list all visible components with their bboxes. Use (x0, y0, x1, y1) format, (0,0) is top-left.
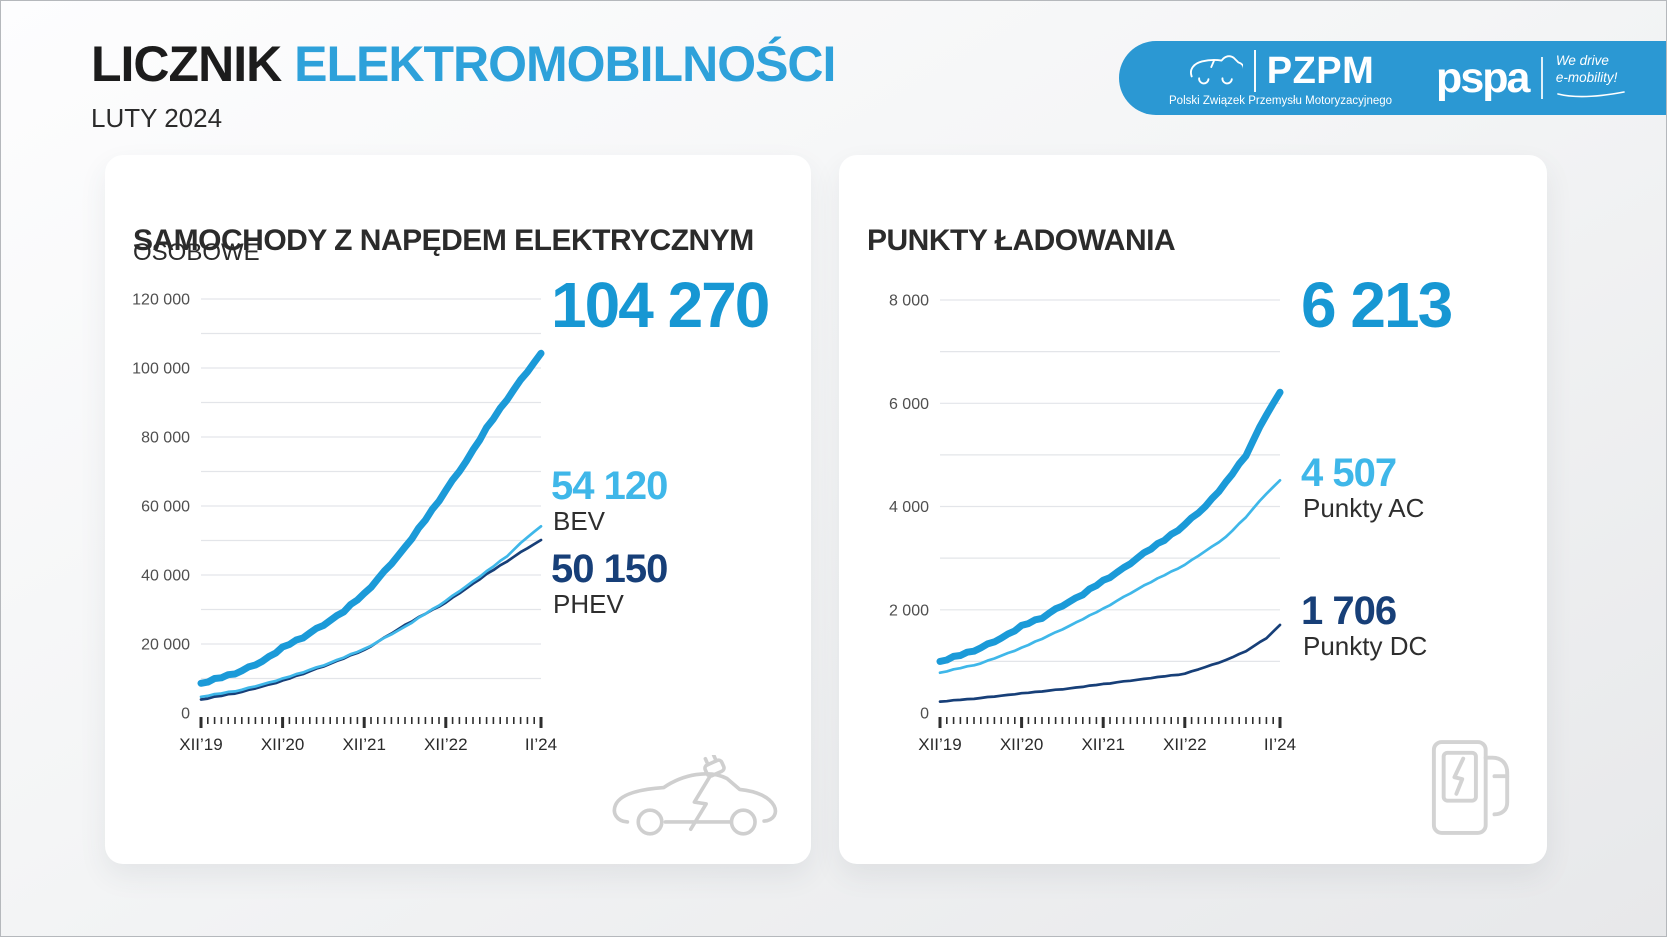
svg-text:0: 0 (920, 706, 929, 723)
pzpm-divider (1253, 49, 1256, 92)
ac-points-value: 4 507 (1301, 451, 1397, 495)
svg-text:XII’20: XII’20 (261, 735, 304, 754)
card-title-charging-points: PUNKTY ŁADOWANIA (867, 223, 1176, 257)
pspa-tagline: We drive e-mobility! (1556, 53, 1626, 104)
page-title: LICZNIK ELEKTROMOBILNOŚCI (91, 36, 836, 92)
bev-value: 54 120 (551, 464, 668, 508)
svg-text:100 000: 100 000 (132, 361, 190, 378)
card-subtitle-ev-cars: OSOBOWE (133, 239, 260, 266)
page-header: LICZNIK ELEKTROMOBILNOŚCI LUTY 2024 (91, 36, 836, 134)
dc-points-label: Punkty DC (1303, 631, 1428, 661)
phev-value: 50 150 (551, 547, 668, 591)
ev-total-value: 104 270 (551, 269, 770, 341)
svg-text:40 000: 40 000 (141, 568, 190, 585)
pspa-name: pspa (1436, 53, 1530, 102)
svg-text:120 000: 120 000 (132, 292, 190, 309)
card-title-ev-cars: SAMOCHODY Z NAPĘDEM ELEKTRYCZNYM (133, 223, 754, 257)
date-label: LUTY 2024 (91, 103, 223, 133)
svg-text:4 000: 4 000 (889, 499, 929, 516)
pspa-swash-icon (1557, 91, 1625, 98)
svg-text:XII’22: XII’22 (1163, 735, 1206, 754)
logo-banner: PZPM Polski Związek Przemysłu Motoryzacy… (1119, 41, 1666, 115)
svg-text:0: 0 (181, 706, 190, 723)
pzpm-logo: PZPM Polski Związek Przemysłu Motoryzacy… (1169, 49, 1392, 107)
svg-text:60 000: 60 000 (141, 499, 190, 516)
svg-text:XII’19: XII’19 (179, 735, 222, 754)
svg-text:II’24: II’24 (1264, 735, 1296, 754)
dc-points-value: 1 706 (1301, 589, 1397, 633)
svg-text:XII’22: XII’22 (424, 735, 467, 754)
svg-text:II’24: II’24 (525, 735, 557, 754)
bev-label: BEV (553, 506, 606, 536)
svg-text:XII’21: XII’21 (342, 735, 385, 754)
pzpm-full-name: Polski Związek Przemysłu Motoryzacyjnego (1169, 95, 1393, 107)
svg-text:2 000: 2 000 (889, 602, 929, 619)
ev-cars-line-chart: 120 000 100 000 80 000 60 000 40 000 20 000 0 X… (132, 292, 557, 755)
ac-points-label: Punkty AC (1303, 493, 1425, 523)
pzpm-car-icon (1187, 49, 1245, 92)
page-title-primary: LICZNIK (91, 36, 282, 92)
page-title-accent: ELEKTROMOBILNOŚCI (294, 36, 836, 92)
svg-text:80 000: 80 000 (141, 430, 190, 447)
phev-label: PHEV (553, 589, 624, 619)
charging-points-line-chart: 8 000 6 000 4 000 2 000 0 XII’19 XII’20 XII’21 X… (889, 293, 1296, 755)
pspa-divider (1541, 57, 1543, 99)
svg-text:6 000: 6 000 (889, 396, 929, 413)
pzpm-name: PZPM (1266, 49, 1375, 92)
electric-car-icon (607, 753, 789, 846)
card-charging-points: 8 000 6 000 4 000 2 000 0 XII’19 XII’20 XII’21 X… (839, 155, 1547, 864)
pspa-logo: pspa We drive e-mobility! (1436, 53, 1626, 104)
svg-text:XII’20: XII’20 (1000, 735, 1043, 754)
charging-total-value: 6 213 (1301, 269, 1453, 341)
svg-text:XII’21: XII’21 (1081, 735, 1124, 754)
ev-charger-icon (1429, 734, 1515, 843)
svg-text:8 000: 8 000 (889, 293, 929, 310)
card-ev-cars: 120 000 100 000 80 000 60 000 40 000 20 000 0 X… (105, 155, 811, 864)
svg-text:XII’19: XII’19 (918, 735, 961, 754)
svg-text:20 000: 20 000 (141, 637, 190, 654)
